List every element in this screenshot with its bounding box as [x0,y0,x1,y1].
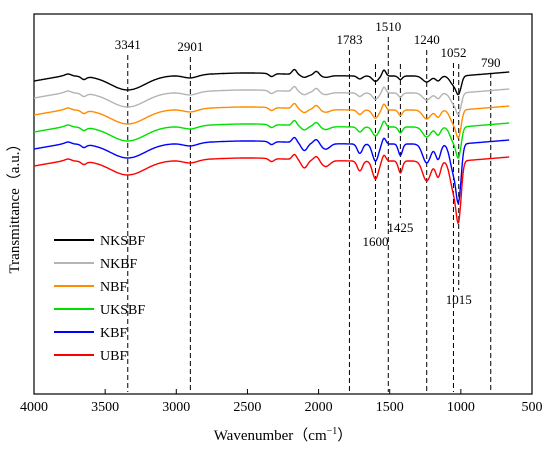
series-line-nkbf [33,85,510,116]
x-axis-label: Wavenumber（cm−1） [214,426,353,444]
series-line-nbf [33,102,510,139]
plot-frame [33,13,533,395]
legend-label-kbf: KBF [100,326,127,341]
peak-label-1783: 1783 [336,32,362,47]
peak-label-1510: 1510 [375,19,401,34]
x-tick-label-4000: 4000 [20,400,48,415]
peak-label-1240: 1240 [414,32,440,47]
legend-label-ubf: UBF [100,349,127,364]
legend-label-nksbf: NKSBF [100,234,145,249]
x-tick-label-1000: 1000 [447,400,475,415]
peak-label-3341: 3341 [115,37,141,52]
peak-label-1015: 1015 [446,292,472,307]
x-tick-label-500: 500 [522,400,543,415]
legend-label-nbf: NBF [100,280,127,295]
legend: NKSBF NKBF NBF UKSBF KBF UBF [54,234,145,364]
series-line-nksbf [33,68,510,96]
peak-label-1425: 1425 [387,220,413,235]
x-tick-label-2500: 2500 [233,400,261,415]
x-tick-label-2000: 2000 [305,400,333,415]
peak-label-790: 790 [481,55,501,70]
x-axis-label-close: ） [337,427,352,444]
series-line-ubf [33,153,510,225]
legend-label-nkbf: NKBF [100,257,138,272]
x-tick-label-3000: 3000 [162,400,190,415]
legend-label-uksbf: UKSBF [100,303,145,318]
series-line-uksbf [33,119,510,159]
peak-label-1052: 1052 [440,45,466,60]
peak-label-1600: 1600 [362,234,388,249]
x-tick-label-1500: 1500 [376,400,404,415]
peak-label-2901: 2901 [177,39,203,54]
x-axis-ticks: 4000 3500 3000 2500 2000 1500 1000 500 [20,389,543,415]
y-axis-label: Transmittance（a.u.） [6,137,23,274]
series-line-kbf [33,136,510,205]
x-tick-label-3500: 3500 [91,400,119,415]
spectra [33,68,510,225]
x-axis-label-sup: −1 [327,426,338,437]
